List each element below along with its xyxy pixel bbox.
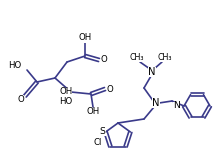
Text: O: O (101, 55, 107, 64)
Text: CH₃: CH₃ (130, 52, 144, 61)
Text: S: S (100, 128, 106, 137)
Text: N: N (152, 98, 160, 108)
Text: O: O (107, 85, 113, 94)
Text: HO: HO (8, 61, 21, 70)
Text: OH: OH (86, 107, 100, 116)
Text: Cl: Cl (94, 138, 102, 147)
Text: OH: OH (59, 88, 72, 97)
Text: HO: HO (59, 97, 72, 106)
Text: N: N (148, 67, 156, 77)
Text: N: N (173, 101, 180, 110)
Text: O: O (18, 94, 24, 103)
Text: OH: OH (78, 33, 92, 43)
Text: CH₃: CH₃ (158, 52, 172, 61)
